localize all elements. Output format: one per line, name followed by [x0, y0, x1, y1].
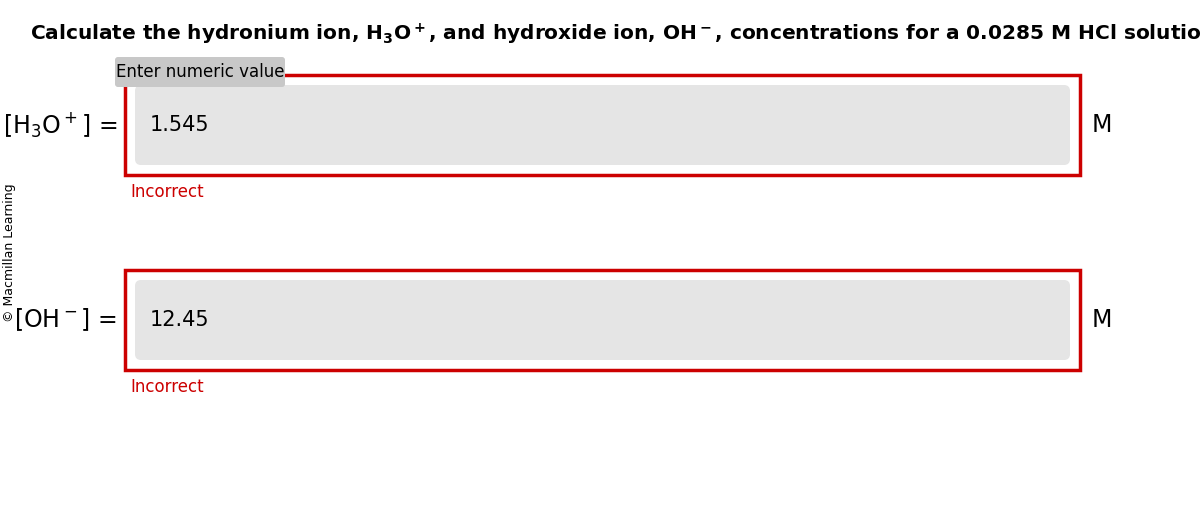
- Text: 1.545: 1.545: [150, 115, 210, 135]
- FancyBboxPatch shape: [134, 85, 1070, 165]
- Text: M: M: [1092, 308, 1112, 332]
- Text: $[\mathrm{OH^-}]$ =: $[\mathrm{OH^-}]$ =: [14, 307, 118, 334]
- Text: 12.45: 12.45: [150, 310, 210, 330]
- Text: © Macmillan Learning: © Macmillan Learning: [4, 184, 17, 322]
- Text: Incorrect: Incorrect: [130, 183, 204, 201]
- FancyBboxPatch shape: [115, 57, 286, 87]
- FancyBboxPatch shape: [134, 280, 1070, 360]
- Text: Enter numeric value: Enter numeric value: [115, 63, 284, 81]
- Text: Calculate the hydronium ion, $\mathbf{H_3O^+}$, and hydroxide ion, $\mathbf{OH^-: Calculate the hydronium ion, $\mathbf{H_…: [30, 22, 1200, 47]
- Text: M: M: [1092, 113, 1112, 137]
- FancyBboxPatch shape: [125, 270, 1080, 370]
- Text: Incorrect: Incorrect: [130, 378, 204, 396]
- FancyBboxPatch shape: [125, 75, 1080, 175]
- Text: $[\mathrm{H_3O^+}]$ =: $[\mathrm{H_3O^+}]$ =: [2, 111, 118, 139]
